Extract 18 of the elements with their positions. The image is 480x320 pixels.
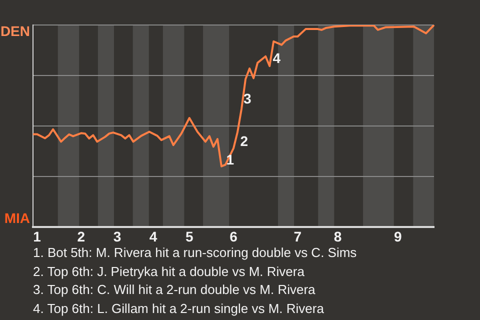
x-tick-label: 8	[334, 228, 342, 244]
annotation: 4	[272, 50, 281, 66]
x-tick-label: 4	[149, 228, 158, 244]
x-tick-label: 9	[394, 228, 402, 244]
annotation: 2	[240, 133, 248, 150]
text: 4. Top 6th: L. Gillam hit a 2-run single vs M. Rivera	[33, 300, 325, 318]
annotation: 3	[244, 90, 252, 107]
text: 1. Bot 5th: M. Rivera hit a run-scoring double vs C. Sims	[33, 244, 357, 262]
text: DEN	[0, 22, 30, 39]
x-tick-label: 2	[77, 228, 86, 244]
text: 3. Top 6th: C. Will hit a 2-run double vs M. Rivera	[33, 281, 316, 299]
x-tick-label: 6	[230, 228, 238, 244]
x-tick-label: 7	[294, 228, 302, 244]
x-tick-label: 1	[33, 228, 42, 244]
text: 2. Top 6th: J. Pietryka hit a double vs M. Rivera	[33, 262, 306, 281]
x-tick-label: 3	[113, 228, 122, 244]
text: MIA	[4, 210, 30, 226]
x-tick-label: 5	[185, 228, 194, 244]
